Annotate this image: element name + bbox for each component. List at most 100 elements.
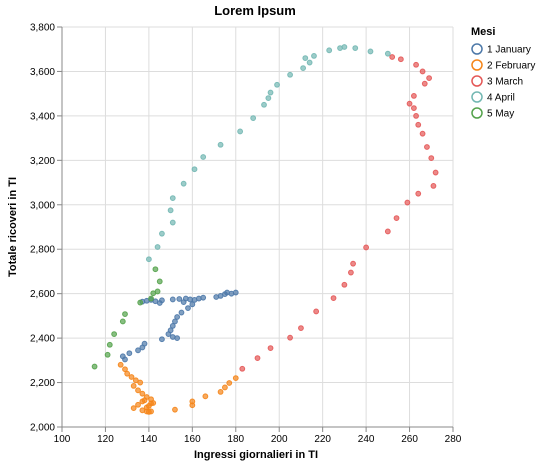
- data-point: [169, 322, 176, 329]
- data-point: [302, 55, 309, 62]
- x-axis-title: Ingressi giornalieri in TI: [194, 449, 318, 461]
- y-tick-label: 2,400: [30, 334, 55, 345]
- data-point: [367, 48, 374, 55]
- legend-symbol: [471, 43, 483, 55]
- legend-symbol: [471, 59, 483, 71]
- legend-label: 5 May: [487, 109, 514, 120]
- data-point: [426, 75, 433, 82]
- data-point: [174, 335, 181, 342]
- data-point: [130, 405, 137, 412]
- data-point: [156, 278, 163, 285]
- data-point: [189, 301, 196, 308]
- y-tick-label: 2,600: [30, 289, 55, 300]
- y-axis-title: Totale ricoveri in TI: [7, 177, 19, 277]
- x-tick-label: 140: [141, 434, 158, 445]
- data-point: [337, 45, 343, 52]
- data-point: [424, 144, 430, 150]
- x-tick-label: 280: [445, 434, 462, 445]
- y-tick-label: 3,600: [30, 67, 55, 78]
- data-point: [174, 314, 181, 320]
- data-point: [167, 207, 174, 214]
- legend-label: 4 April: [487, 93, 515, 104]
- data-point: [189, 398, 196, 405]
- data-point: [156, 300, 163, 306]
- data-point: [141, 397, 148, 404]
- chart-title: Lorem Ipsum: [214, 3, 296, 18]
- data-point: [298, 325, 304, 332]
- data-point: [432, 169, 439, 176]
- legend-symbol: [471, 107, 483, 119]
- x-tick-label: 120: [97, 434, 114, 445]
- data-point: [139, 344, 146, 351]
- data-point: [250, 115, 257, 122]
- y-tick-label: 3,400: [30, 111, 55, 122]
- data-point: [178, 309, 185, 316]
- y-tick-label: 3,200: [30, 156, 55, 167]
- data-point: [128, 374, 135, 380]
- axes: 100 120 140 160 180 200 220 240 260 280 2,000 2,200…: [30, 23, 462, 446]
- data-point: [404, 199, 411, 206]
- data-point: [411, 105, 417, 112]
- data-point: [159, 230, 165, 237]
- data-point: [176, 296, 183, 302]
- data-point: [145, 256, 152, 263]
- data-point: [135, 387, 141, 394]
- data-point: [119, 318, 126, 325]
- y-tick-label: 3,000: [30, 200, 55, 211]
- data-point: [132, 377, 139, 384]
- data-point: [165, 331, 172, 338]
- data-point: [154, 244, 161, 250]
- legend-label: 2 February: [487, 61, 535, 72]
- data-point: [185, 305, 191, 312]
- data-point: [393, 215, 400, 222]
- data-point: [122, 366, 128, 373]
- data-point: [330, 295, 337, 302]
- data-point: [159, 336, 165, 343]
- legend-label: 1 January: [487, 45, 531, 56]
- data-point: [172, 318, 178, 325]
- data-point: [148, 408, 154, 415]
- data-point: [106, 341, 113, 348]
- data-point: [237, 128, 244, 135]
- data-point: [413, 112, 419, 119]
- data-points: [91, 44, 439, 415]
- data-point: [267, 345, 274, 352]
- data-point: [135, 347, 141, 354]
- data-point: [397, 56, 404, 63]
- data-point: [419, 130, 426, 137]
- data-point: [415, 121, 422, 128]
- data-point: [232, 375, 239, 382]
- data-point: [217, 388, 224, 395]
- data-point: [143, 404, 150, 411]
- data-point: [306, 59, 313, 66]
- data-point: [421, 80, 428, 87]
- data-point: [261, 101, 267, 108]
- legend-title: Mesi: [471, 26, 495, 38]
- x-tick-label: 160: [184, 434, 201, 445]
- legend-symbol: [471, 75, 483, 87]
- data-point: [363, 244, 370, 251]
- data-point: [152, 266, 159, 273]
- data-point: [111, 331, 118, 338]
- data-point: [350, 260, 356, 267]
- data-point: [313, 308, 320, 315]
- data-point: [406, 100, 413, 107]
- x-tick-label: 180: [227, 434, 244, 445]
- data-point: [389, 54, 396, 60]
- legend-items: 1 January 2 February 3 March 4 April 5 May: [471, 43, 535, 120]
- data-point: [135, 401, 141, 408]
- x-tick-label: 200: [271, 434, 288, 445]
- legend-symbol: [471, 91, 483, 103]
- data-point: [150, 290, 157, 297]
- data-point: [137, 379, 144, 386]
- data-point: [267, 89, 274, 96]
- data-point: [124, 370, 131, 377]
- data-point: [191, 166, 198, 173]
- data-point: [122, 311, 128, 318]
- data-point: [200, 154, 207, 160]
- y-tick-label: 2,200: [30, 378, 55, 389]
- data-point: [180, 299, 187, 306]
- x-tick-label: 220: [314, 434, 331, 445]
- data-point: [300, 65, 307, 72]
